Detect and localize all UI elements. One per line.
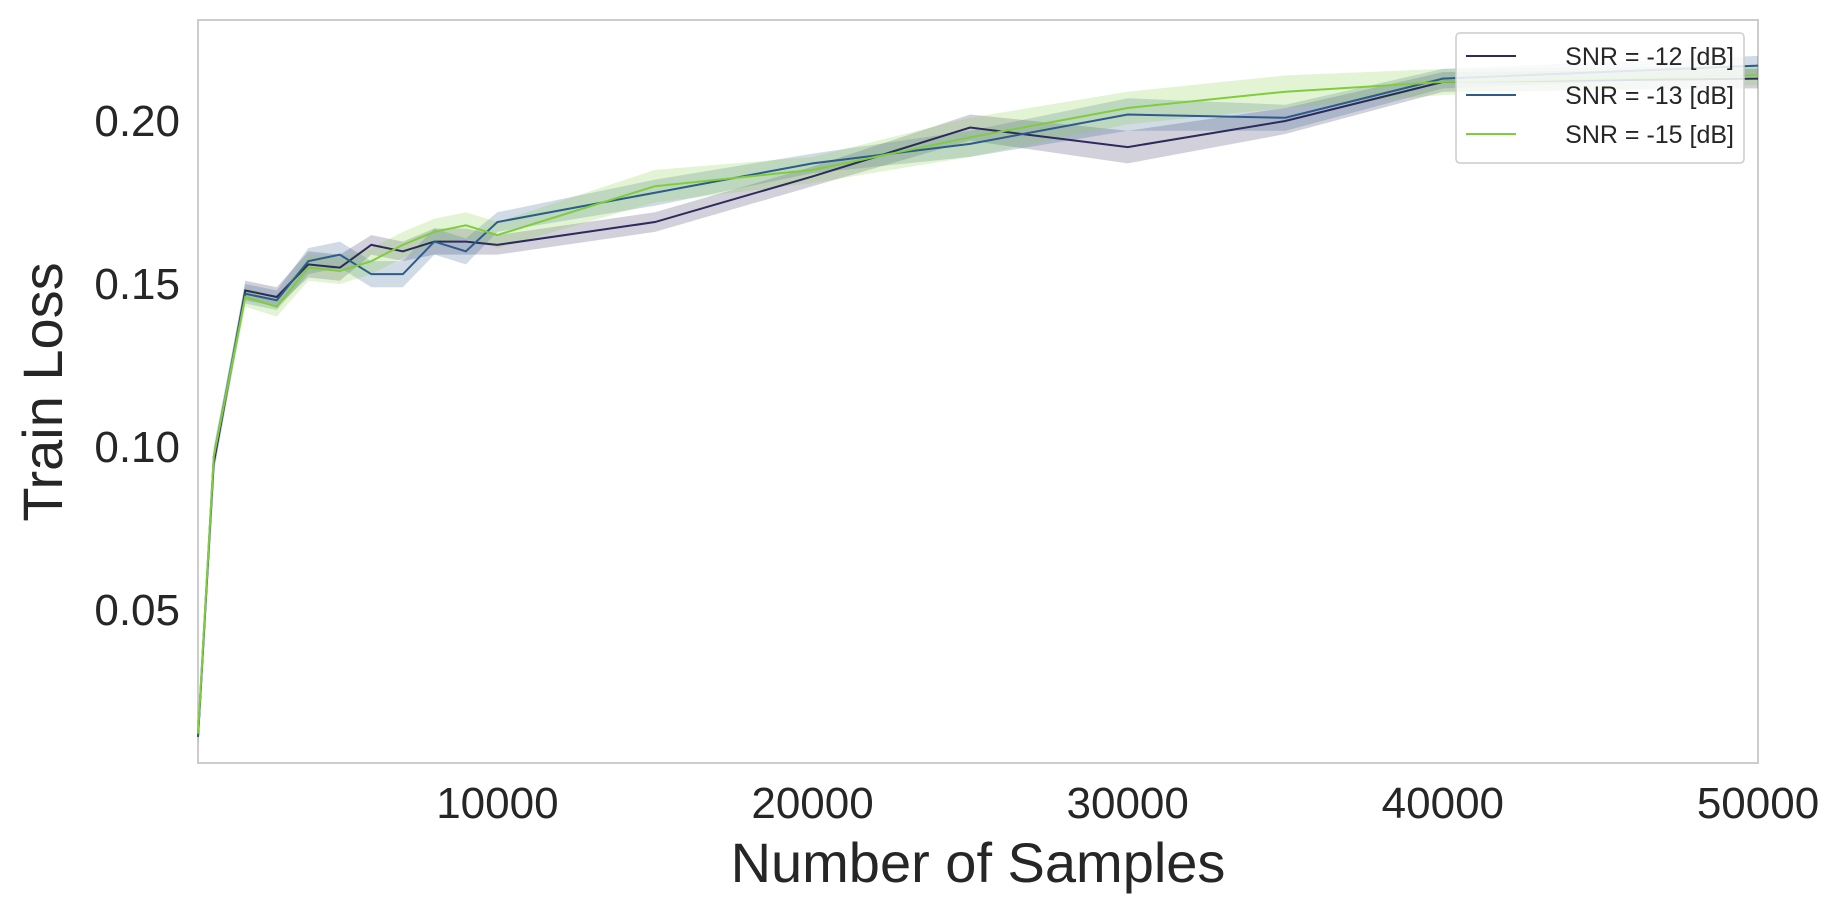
legend-label-1: SNR = -12 [dB] bbox=[1565, 43, 1734, 71]
y-tick-label: 0.10 bbox=[94, 423, 180, 472]
y-tick-label: 0.20 bbox=[94, 97, 180, 146]
x-tick-label: 20000 bbox=[751, 779, 873, 828]
series-line-3 bbox=[197, 74, 1759, 734]
legend: SNR = -12 [dB] SNR = -13 [dB] SNR = -15 [d… bbox=[1455, 32, 1745, 164]
x-tick-label: 50000 bbox=[1697, 779, 1819, 828]
legend-box bbox=[1455, 32, 1745, 164]
series-line-1 bbox=[197, 77, 1759, 737]
confidence-bands bbox=[198, 55, 1758, 744]
y-axis-ticks: 0.05 0.10 0.15 0.20 bbox=[94, 97, 180, 635]
series-line-2 bbox=[197, 64, 1759, 737]
y-tick-label: 0.05 bbox=[94, 586, 180, 635]
series-lines bbox=[197, 64, 1759, 737]
series-band-1 bbox=[198, 68, 1758, 744]
legend-label-3: SNR = -15 [dB] bbox=[1565, 121, 1734, 149]
x-tick-label: 30000 bbox=[1067, 779, 1189, 828]
y-axis-title: Train Loss bbox=[11, 262, 74, 521]
x-tick-label: 10000 bbox=[436, 779, 558, 828]
x-axis-ticks: 10000 20000 30000 40000 50000 bbox=[436, 779, 1819, 828]
x-axis-title: Number of Samples bbox=[731, 831, 1226, 894]
x-tick-label: 40000 bbox=[1382, 779, 1504, 828]
legend-label-2: SNR = -13 [dB] bbox=[1565, 82, 1734, 110]
y-tick-label: 0.15 bbox=[94, 260, 180, 309]
